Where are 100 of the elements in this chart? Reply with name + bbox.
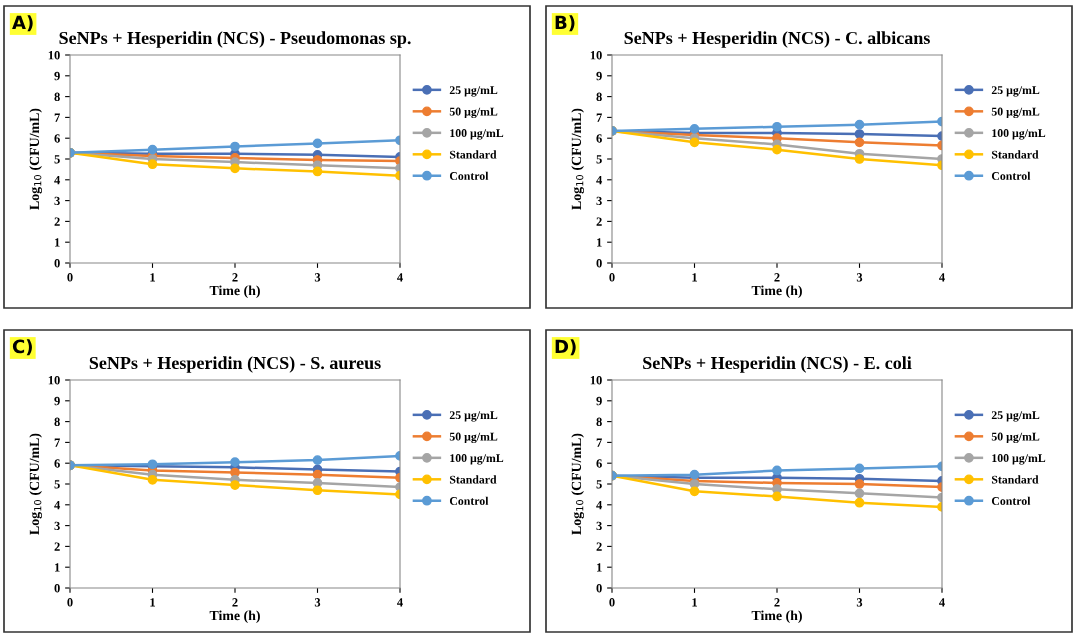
point [230, 457, 240, 468]
text: C) [12, 339, 32, 356]
y-tick-label: 4 [54, 175, 61, 185]
legend-label: 25 µg/mL [449, 86, 498, 97]
point [230, 141, 240, 152]
legend-label: Standard [449, 475, 497, 484]
y-tick-label: 4 [596, 175, 603, 185]
y-tick-label: 8 [596, 92, 602, 102]
y-tick-label: 0 [54, 259, 60, 268]
y-tick-label: 3 [54, 521, 60, 531]
y-tick-label: 7 [596, 438, 602, 447]
point [312, 138, 323, 149]
x-tick-label: 4 [939, 598, 945, 607]
x-tick-label: 2 [232, 273, 238, 282]
y-tick-label: 0 [596, 259, 602, 268]
y-tick-label: 9 [596, 71, 602, 81]
y-axis-title: Log$_{10}$ (CFU/mL) [571, 433, 585, 535]
y-tick-label: 2 [54, 542, 60, 551]
y-axis-title: Log$_{10}$ (CFU/mL) [571, 108, 585, 210]
text: B) [555, 15, 575, 32]
y-tick-label: 10 [48, 376, 60, 385]
legend-label: Control [449, 496, 489, 505]
legend-label: 25 µg/mL [991, 86, 1040, 97]
point [230, 163, 240, 174]
point [689, 137, 700, 148]
x-tick-label: 0 [67, 273, 73, 282]
point [772, 491, 782, 502]
x-tick-label: 1 [150, 598, 155, 607]
legend-label: 100 µg/mL [992, 129, 1046, 140]
y-tick-label: 5 [596, 155, 602, 164]
point [772, 465, 782, 476]
chart-title: SeNPs + Hesperidin (NCS) - Pseudomonas sp. [59, 31, 411, 48]
x-tick-label: 4 [397, 598, 403, 607]
y-tick-label: 0 [596, 584, 602, 593]
y-tick-label: 8 [54, 92, 60, 102]
y-axis-title: Log$_{10}$ (CFU/mL) [29, 108, 43, 210]
x-tick-label: 2 [232, 598, 238, 607]
y-tick-label: 1 [55, 563, 60, 572]
y-axis-title: Log$_{10}$ (CFU/mL) [29, 433, 43, 535]
y-tick-label: 7 [54, 438, 60, 447]
x-tick-label: 1 [692, 598, 697, 607]
point [312, 485, 323, 496]
y-tick-label: 5 [596, 480, 602, 489]
y-tick-label: 1 [597, 563, 602, 572]
y-tick-label: 3 [596, 521, 602, 531]
x-tick-label: 3 [856, 273, 863, 282]
x-tick-label: 3 [314, 598, 321, 607]
text: A) [12, 15, 33, 32]
y-tick-label: 5 [54, 155, 60, 164]
x-tick-label: 1 [692, 273, 697, 282]
legend-label: Standard [991, 475, 1039, 484]
x-tick-label: 0 [609, 598, 615, 607]
x-tick-label: 0 [67, 598, 73, 607]
y-tick-label: 10 [48, 51, 60, 60]
x-tick-label: 2 [774, 273, 780, 282]
point [772, 121, 782, 132]
y-tick-label: 6 [54, 459, 60, 468]
y-tick-label: 7 [54, 113, 60, 122]
point [689, 486, 700, 497]
point [854, 154, 865, 164]
x-tick-label: 2 [774, 598, 780, 607]
y-tick-label: 2 [596, 542, 602, 551]
x-tick-label: 4 [397, 273, 403, 282]
point [147, 144, 158, 155]
x-axis-title: Time (h) [751, 285, 802, 299]
x-tick-label: 4 [939, 273, 945, 282]
y-tick-label: 6 [596, 134, 602, 143]
legend-label: Control [991, 496, 1031, 505]
y-tick-label: 6 [54, 134, 60, 143]
x-axis-title: Time (h) [751, 610, 802, 624]
y-tick-label: 5 [54, 480, 60, 489]
x-axis-title: Time (h) [209, 285, 260, 299]
x-axis-title: Time (h) [209, 610, 260, 624]
y-tick-label: 7 [596, 113, 602, 122]
y-tick-label: 8 [596, 417, 602, 427]
y-tick-label: 10 [590, 376, 602, 385]
y-tick-label: 4 [54, 500, 61, 510]
point [854, 119, 865, 130]
point [312, 455, 323, 465]
y-tick-label: 1 [55, 238, 60, 247]
y-tick-label: 2 [54, 217, 60, 226]
y-tick-label: 10 [590, 51, 602, 60]
legend-label: Control [991, 171, 1031, 180]
legend-label: Standard [449, 150, 497, 159]
point [312, 469, 323, 480]
point [854, 463, 865, 474]
legend-label: 25 µg/mL [449, 411, 498, 422]
y-tick-label: 1 [597, 238, 602, 247]
point [312, 166, 323, 177]
legend-label: 100 µg/mL [992, 454, 1046, 465]
x-tick-label: 3 [314, 273, 321, 282]
x-tick-label: 0 [609, 273, 615, 282]
point [854, 137, 865, 148]
legend-label: 100 µg/mL [450, 129, 504, 140]
legend-label: Control [449, 171, 489, 180]
y-tick-label: 3 [54, 196, 60, 206]
point [689, 123, 700, 134]
legend-label: Standard [991, 150, 1039, 159]
y-tick-label: 4 [596, 500, 603, 510]
point [854, 488, 865, 499]
